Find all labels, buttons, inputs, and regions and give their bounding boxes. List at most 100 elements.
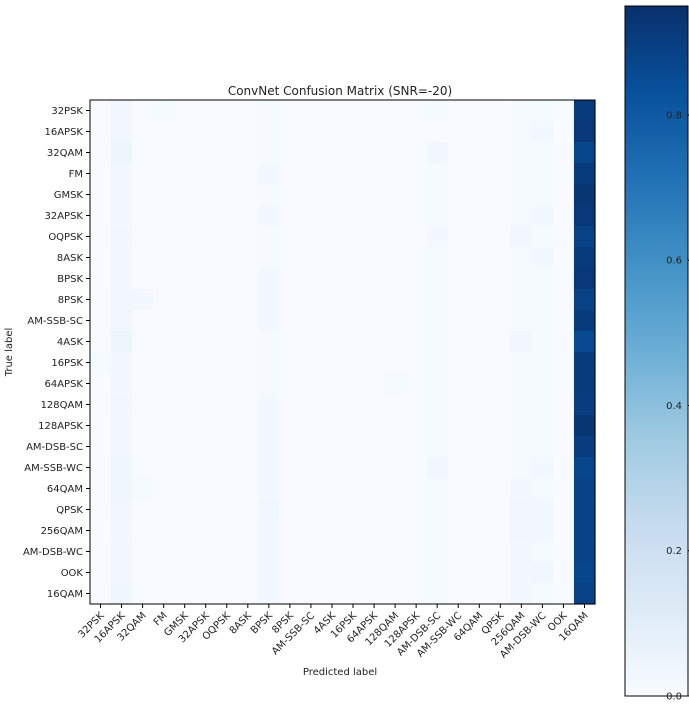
heatmap-cell bbox=[300, 142, 322, 164]
heatmap-cell bbox=[132, 478, 154, 500]
y-axis: 32PSK16APSK32QAMFMGMSK32APSKOQPSK8ASKBPS… bbox=[23, 106, 90, 600]
heatmap-cell bbox=[237, 226, 259, 248]
heatmap-cell bbox=[574, 562, 596, 584]
heatmap-cell bbox=[153, 163, 175, 185]
heatmap-cell bbox=[90, 562, 112, 584]
heatmap-cell bbox=[574, 226, 596, 248]
y-tick-label: 256QAM bbox=[41, 526, 83, 537]
heatmap-cell bbox=[469, 268, 491, 290]
heatmap-cell bbox=[279, 541, 301, 563]
heatmap-cell bbox=[553, 184, 575, 206]
heatmap-cell bbox=[385, 583, 407, 605]
heatmap-cell bbox=[174, 226, 196, 248]
heatmap-cell bbox=[132, 310, 154, 332]
heatmap-cell bbox=[343, 310, 365, 332]
y-tick-label: 128QAM bbox=[41, 400, 83, 411]
heatmap-cell bbox=[532, 142, 554, 164]
heatmap-cell bbox=[195, 520, 217, 542]
heatmap-cell bbox=[195, 373, 217, 395]
heatmap-cell bbox=[132, 331, 154, 353]
heatmap-cell bbox=[553, 289, 575, 311]
heatmap-cell bbox=[321, 268, 343, 290]
y-tick-label: 32QAM bbox=[47, 148, 83, 159]
heatmap-cell bbox=[406, 163, 428, 185]
heatmap-cell bbox=[195, 478, 217, 500]
heatmap-cell bbox=[279, 394, 301, 416]
heatmap-cell bbox=[553, 499, 575, 521]
heatmap-cell bbox=[469, 352, 491, 374]
heatmap-cell bbox=[174, 394, 196, 416]
heatmap-cell bbox=[153, 394, 175, 416]
heatmap-cell bbox=[574, 499, 596, 521]
heatmap-cell bbox=[237, 394, 259, 416]
heatmap-cell bbox=[111, 100, 133, 122]
heatmap-cell bbox=[553, 415, 575, 437]
heatmap-cell bbox=[216, 541, 238, 563]
heatmap-cell bbox=[321, 247, 343, 269]
heatmap-cell bbox=[111, 247, 133, 269]
heatmap-cell bbox=[406, 583, 428, 605]
heatmap-cell bbox=[195, 289, 217, 311]
y-axis-label: True label bbox=[4, 328, 15, 378]
heatmap-cell bbox=[490, 289, 512, 311]
heatmap-cell bbox=[532, 226, 554, 248]
heatmap-cell bbox=[406, 478, 428, 500]
heatmap-cell bbox=[90, 142, 112, 164]
heatmap-cell bbox=[153, 121, 175, 143]
heatmap-cell bbox=[574, 373, 596, 395]
heatmap-cell bbox=[490, 415, 512, 437]
heatmap-cell bbox=[343, 562, 365, 584]
heatmap-cell bbox=[279, 247, 301, 269]
heatmap-cell bbox=[153, 310, 175, 332]
heatmap-cell bbox=[574, 121, 596, 143]
heatmap-cell bbox=[174, 205, 196, 227]
heatmap-cell bbox=[574, 268, 596, 290]
heatmap-cell bbox=[343, 541, 365, 563]
heatmap-cell bbox=[385, 100, 407, 122]
heatmap-cell bbox=[511, 352, 533, 374]
heatmap-cell bbox=[153, 184, 175, 206]
y-tick-label: BPSK bbox=[57, 274, 83, 285]
y-tick-label: AM-SSB-WC bbox=[24, 463, 83, 474]
heatmap-cell bbox=[469, 562, 491, 584]
heatmap-cell bbox=[216, 562, 238, 584]
heatmap-cell bbox=[574, 163, 596, 185]
heatmap-cell bbox=[490, 373, 512, 395]
heatmap-cell bbox=[364, 478, 386, 500]
heatmap-cell bbox=[132, 415, 154, 437]
heatmap-cell bbox=[111, 457, 133, 479]
heatmap-cell bbox=[574, 583, 596, 605]
heatmap-cell bbox=[132, 436, 154, 458]
heatmap-cell bbox=[279, 226, 301, 248]
heatmap-cell bbox=[448, 142, 470, 164]
heatmap-cell bbox=[321, 457, 343, 479]
heatmap-cell bbox=[553, 331, 575, 353]
heatmap-cell bbox=[469, 100, 491, 122]
heatmap-cell bbox=[427, 541, 449, 563]
heatmap-cell bbox=[132, 289, 154, 311]
heatmap-cell bbox=[490, 562, 512, 584]
heatmap-cell bbox=[321, 289, 343, 311]
heatmap-cell bbox=[385, 499, 407, 521]
heatmap-cell bbox=[279, 352, 301, 374]
heatmap-cell bbox=[237, 142, 259, 164]
heatmap-cell bbox=[406, 331, 428, 353]
heatmap-cell bbox=[511, 268, 533, 290]
heatmap-cell bbox=[153, 436, 175, 458]
heatmap-cell bbox=[279, 163, 301, 185]
heatmap-cell bbox=[174, 268, 196, 290]
heatmap-cell bbox=[321, 352, 343, 374]
heatmap-cell bbox=[427, 436, 449, 458]
heatmap-cell bbox=[195, 268, 217, 290]
heatmap-cell bbox=[511, 478, 533, 500]
heatmap-cell bbox=[427, 163, 449, 185]
heatmap-cell bbox=[427, 457, 449, 479]
heatmap-cell bbox=[574, 205, 596, 227]
heatmap-cell bbox=[132, 352, 154, 374]
heatmap-cell bbox=[364, 268, 386, 290]
heatmap-cell bbox=[321, 562, 343, 584]
heatmap-cell bbox=[90, 289, 112, 311]
heatmap-cell bbox=[321, 205, 343, 227]
heatmap-cell bbox=[237, 352, 259, 374]
heatmap-cell bbox=[90, 310, 112, 332]
